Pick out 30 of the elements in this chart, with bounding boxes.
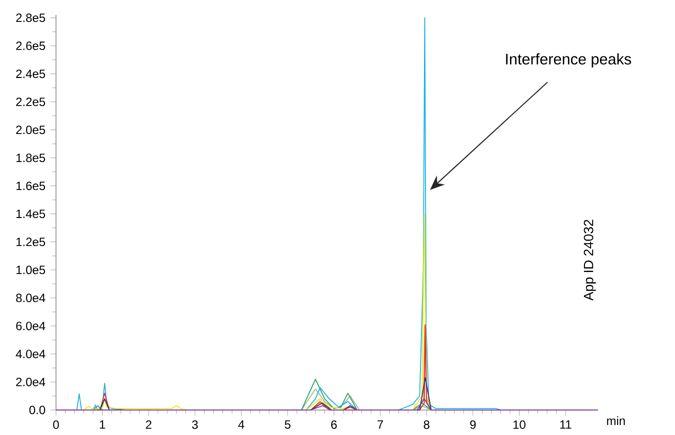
y-tick-label: 4.0e4 — [16, 350, 46, 358]
annotation: App ID 24032 — [584, 220, 596, 301]
x-tick-label: 7 — [378, 420, 383, 429]
y-tick-label: 1.4e5 — [16, 210, 46, 218]
x-tick-label: 0 — [53, 420, 59, 429]
x-tick-label: 9 — [470, 420, 476, 429]
y-tick-label: 2.8e5 — [16, 14, 46, 22]
x-tick-label: 8 — [424, 420, 430, 429]
x-axis-title: min — [607, 416, 625, 425]
y-tick-label: 2.6e5 — [16, 42, 46, 50]
annotation: Interference peaks — [506, 53, 632, 68]
x-tick-label: 10 — [513, 420, 526, 429]
x-tick-label: 5 — [284, 420, 290, 429]
y-tick-label: 6.0e4 — [16, 322, 46, 330]
y-tick-label: 1.6e5 — [16, 182, 46, 190]
x-tick-label: 4 — [238, 420, 244, 429]
x-tick-label: 3 — [192, 420, 198, 429]
y-tick-label: 1.0e5 — [16, 266, 46, 274]
y-tick-label: 2.0e5 — [16, 126, 46, 134]
y-tick-label: 2.0e4 — [16, 378, 46, 386]
y-tick-label: 2.2e5 — [16, 98, 46, 106]
y-tick-label: 1.2e5 — [16, 238, 46, 246]
x-tick-label: 11 — [560, 420, 572, 429]
x-tick-label: 2 — [146, 420, 152, 429]
x-tick-label: 1 — [100, 420, 106, 429]
y-tick-label: 0.0 — [29, 406, 46, 414]
x-tick-label: 6 — [331, 420, 337, 429]
y-tick-label: 8.0e4 — [16, 294, 46, 302]
y-tick-label: 1.8e5 — [16, 154, 46, 162]
y-tick-label: 2.4e5 — [16, 70, 46, 78]
